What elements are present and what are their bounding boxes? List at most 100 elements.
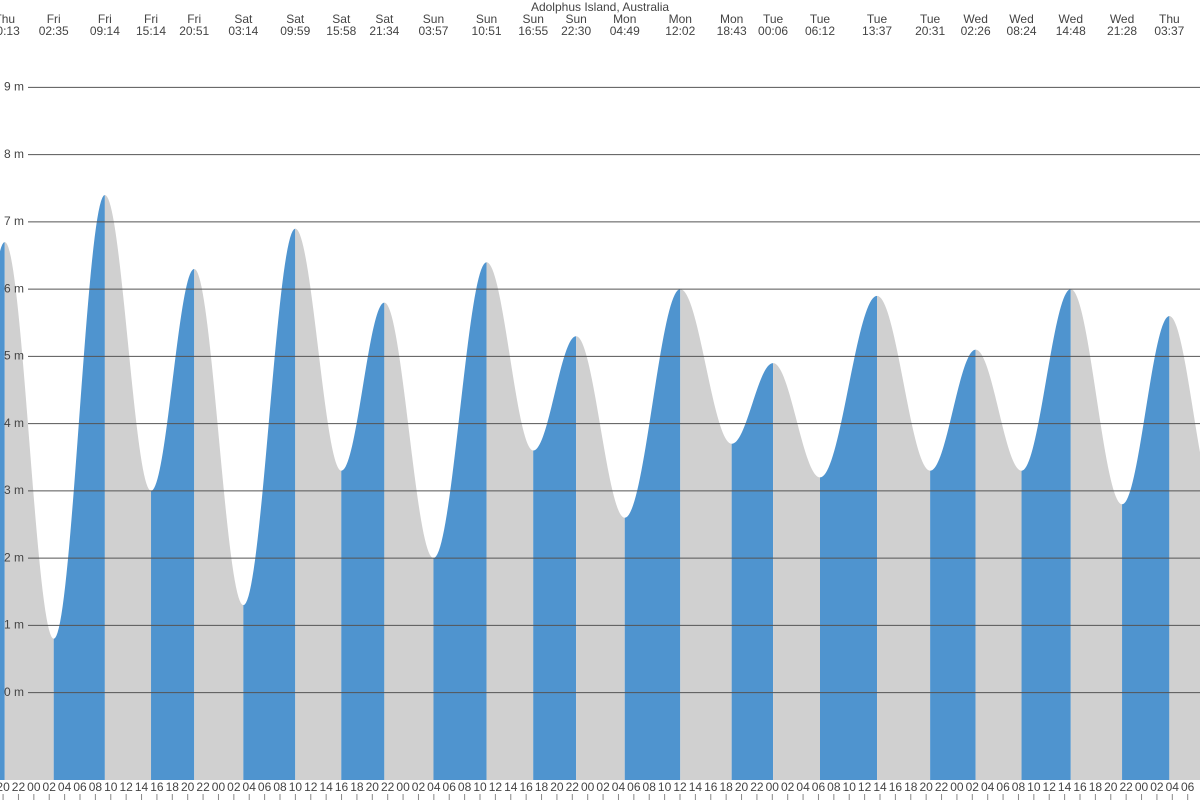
extreme-time: 20:13 — [0, 24, 20, 38]
x-tick-label: 20 — [181, 780, 195, 794]
tide-segment — [53, 195, 105, 780]
extreme-time: 03:57 — [418, 24, 448, 38]
extreme-time: 20:31 — [915, 24, 945, 38]
extreme-time: 03:14 — [228, 24, 258, 38]
tide-segment — [624, 289, 681, 780]
x-tick-label: 16 — [1073, 780, 1087, 794]
extreme-time: 09:59 — [280, 24, 310, 38]
extreme-time: 20:51 — [179, 24, 209, 38]
y-tick-label: 3 m — [4, 483, 24, 497]
tide-segment — [104, 195, 152, 780]
tide-segment — [1021, 289, 1071, 780]
x-tick-label: 10 — [843, 780, 857, 794]
tide-segment — [295, 228, 342, 780]
x-tick-label: 06 — [73, 780, 87, 794]
y-tick-label: 9 m — [4, 80, 24, 94]
extreme-time: 02:35 — [39, 24, 69, 38]
x-tick-label: 18 — [904, 780, 918, 794]
tide-segment — [194, 268, 244, 780]
x-tick-label: 06 — [996, 780, 1010, 794]
x-tick-label: 08 — [1012, 780, 1026, 794]
x-tick-label: 12 — [858, 780, 872, 794]
x-tick-label: 20 — [735, 780, 749, 794]
x-tick-label: 16 — [150, 780, 164, 794]
x-tick-label: 20 — [1104, 780, 1118, 794]
extreme-time: 00:06 — [758, 24, 788, 38]
tide-segment — [680, 289, 732, 780]
x-tick-label: 18 — [719, 780, 733, 794]
x-tick-label: 00 — [1135, 780, 1149, 794]
x-tick-label: 14 — [1058, 780, 1072, 794]
x-tick-label: 10 — [104, 780, 118, 794]
x-tick-label: 20 — [919, 780, 933, 794]
extreme-day: Tue — [867, 12, 888, 26]
x-tick-label: 10 — [473, 780, 487, 794]
tide-areas — [0, 195, 1200, 780]
extreme-day: Fri — [144, 12, 158, 26]
extreme-time: 06:12 — [805, 24, 835, 38]
x-tick-label: 18 — [535, 780, 549, 794]
x-tick-label: 10 — [289, 780, 303, 794]
tide-segment — [975, 349, 1022, 780]
x-tick-label: 22 — [381, 780, 395, 794]
x-tick-label: 00 — [27, 780, 41, 794]
x-tick-label: 02 — [227, 780, 241, 794]
y-tick-label: 2 m — [4, 550, 24, 564]
x-tick-label: 16 — [704, 780, 718, 794]
x-tick-label: 14 — [135, 780, 149, 794]
tide-segment — [731, 363, 774, 780]
tide-segment — [243, 228, 296, 780]
x-tick-label: 10 — [1027, 780, 1041, 794]
tide-segment — [341, 302, 385, 780]
extreme-day: Mon — [669, 12, 692, 26]
extreme-day: Sun — [423, 12, 444, 26]
tide-segment — [384, 302, 434, 780]
extreme-day: Sun — [476, 12, 497, 26]
extreme-day: Sun — [523, 12, 544, 26]
labels: Thu20:13Fri02:35Fri09:14Fri15:14Fri20:51… — [0, 12, 1195, 794]
y-tick-label: 4 m — [4, 416, 24, 430]
x-tick-label: 02 — [966, 780, 980, 794]
x-tick-label: 22 — [196, 780, 210, 794]
x-tick-label: 06 — [812, 780, 826, 794]
x-tick-label: 04 — [612, 780, 626, 794]
extreme-day: Tue — [763, 12, 784, 26]
x-tick-label: 02 — [781, 780, 795, 794]
x-tick-label: 12 — [673, 780, 687, 794]
extreme-day: Wed — [963, 12, 987, 26]
extreme-time: 13:37 — [862, 24, 892, 38]
extreme-day: Fri — [47, 12, 61, 26]
extreme-day: Fri — [98, 12, 112, 26]
extreme-time: 14:48 — [1056, 24, 1086, 38]
x-tick-label: 04 — [58, 780, 72, 794]
x-tick-label: 22 — [935, 780, 949, 794]
y-tick-label: 0 m — [4, 685, 24, 699]
x-tick-label: 02 — [1150, 780, 1164, 794]
x-tick-label: 10 — [658, 780, 672, 794]
extreme-time: 09:14 — [90, 24, 120, 38]
tide-segment — [433, 262, 487, 780]
extreme-day: Thu — [1159, 12, 1180, 26]
tide-segment — [151, 268, 195, 780]
x-tick-label: 00 — [766, 780, 780, 794]
tide-segment — [0, 242, 5, 780]
x-tick-label: 02 — [596, 780, 610, 794]
tide-segment — [1122, 316, 1170, 780]
x-tick-label: 06 — [627, 780, 641, 794]
extreme-time: 04:49 — [610, 24, 640, 38]
extreme-day: Wed — [1059, 12, 1083, 26]
x-tick-label: 18 — [1089, 780, 1103, 794]
x-tick-label: 08 — [827, 780, 841, 794]
x-tick-label: 18 — [166, 780, 180, 794]
x-tick-label: 06 — [258, 780, 272, 794]
x-tick-label: 12 — [1043, 780, 1057, 794]
tide-segment — [1070, 289, 1123, 780]
grid — [2, 86, 1200, 800]
x-tick-label: 02 — [43, 780, 57, 794]
x-tick-label: 04 — [243, 780, 257, 794]
extreme-day: Sat — [234, 12, 253, 26]
x-tick-label: 00 — [396, 780, 410, 794]
tide-segment — [4, 242, 54, 780]
x-tick-label: 00 — [212, 780, 226, 794]
